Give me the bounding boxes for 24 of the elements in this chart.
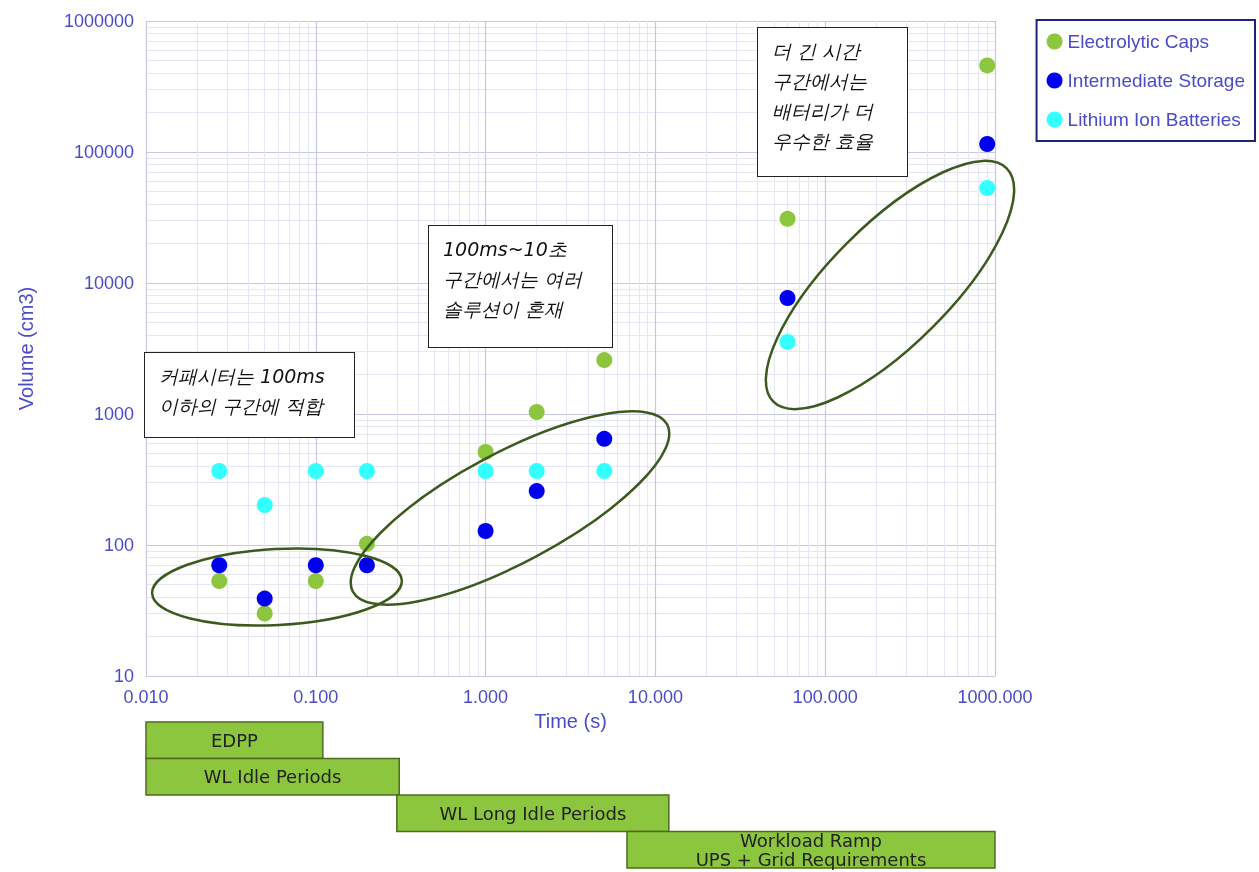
- legend-label: Intermediate Storage: [1067, 70, 1246, 91]
- x-tick-label: 10.000: [627, 687, 683, 707]
- y-tick-label: Workload Ramp UPS + Grid Requirements: [695, 829, 927, 870]
- y-tick-label: WL Long Idle Periods: [439, 802, 627, 824]
- y-tick-label: WL Idle Periods: [203, 766, 342, 788]
- annotation: 더 긴 시간 구간에서는 배터리가 더 우수한 효율: [757, 27, 908, 177]
- legend-label: Electrolytic Caps: [1067, 31, 1210, 52]
- y-tick-label: 100000: [73, 142, 134, 162]
- y-tick-label: 10000: [83, 273, 134, 293]
- x-axis-title: Time (s): [534, 709, 607, 732]
- y-tick-label: 1000000: [63, 11, 134, 31]
- x-tick-label: 100.000: [792, 687, 858, 707]
- y-tick-label: EDPP: [210, 729, 259, 751]
- x-tick-label: 1.000: [463, 687, 509, 707]
- x-tick-label: 1000.000: [957, 687, 1033, 707]
- legend-label: Lithium Ion Batteries: [1067, 109, 1241, 130]
- y-tick-label: 1000: [93, 404, 134, 424]
- x-tick-label: 0.010: [123, 687, 169, 707]
- x-tick-label: 0.100: [293, 687, 339, 707]
- annotation: 100ms~10초 구간에서는 여러 솔루션이 혼재: [428, 225, 613, 348]
- y-tick-label: 10: [113, 666, 134, 686]
- annotation: 커패시터는 100ms 이하의 구간에 적합: [144, 352, 355, 438]
- y-axis-title: Volume (cm3): [15, 286, 37, 411]
- y-tick-label: 100: [103, 535, 134, 555]
